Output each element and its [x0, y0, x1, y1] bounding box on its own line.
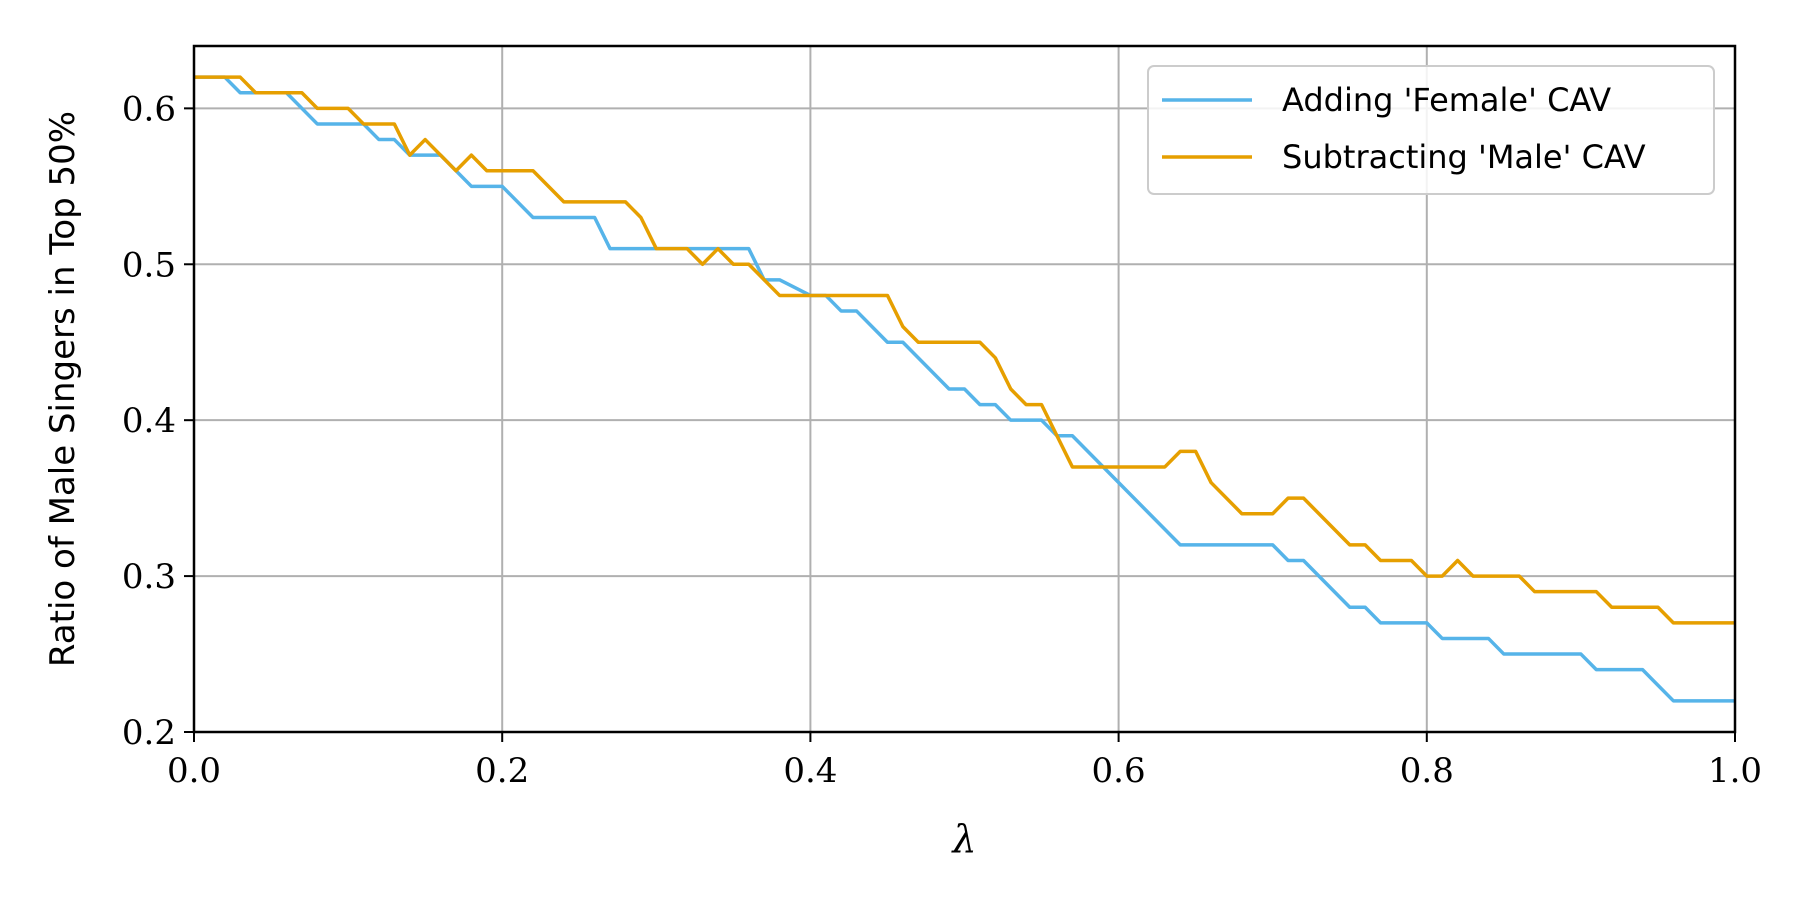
legend-box — [1147, 65, 1715, 195]
y-tick-label: 0.6 — [122, 89, 176, 129]
y-tick-label: 0.4 — [122, 401, 176, 441]
x-tick-label: 0.8 — [1400, 751, 1454, 791]
x-tick-label: 0.4 — [783, 751, 837, 791]
x-axis-ticks: 0.0 0.2 0.4 0.6 0.8 1.0 — [167, 732, 1762, 791]
y-tick-label: 0.3 — [122, 557, 176, 597]
y-tick-label: 0.5 — [122, 245, 176, 285]
legend: Adding 'Female' CAV Subtracting 'Male' C… — [1147, 65, 1715, 195]
series-lines — [194, 75, 1735, 703]
x-tick-label: 1.0 — [1708, 751, 1762, 791]
x-axis-title: λ — [950, 817, 976, 861]
y-axis-title: Ratio of Male Singers in Top 50% — [43, 111, 83, 667]
legend-label-female: Adding 'Female' CAV — [1282, 81, 1611, 119]
y-axis-ticks: 0.2 0.3 0.4 0.5 0.6 — [122, 89, 194, 753]
x-tick-label: 0.0 — [167, 751, 221, 791]
x-tick-label: 0.6 — [1092, 751, 1146, 791]
series-line-male — [194, 75, 1735, 625]
legend-label-male: Subtracting 'Male' CAV — [1282, 138, 1646, 176]
x-tick-label: 0.2 — [475, 751, 529, 791]
plot-frame — [192, 44, 1737, 734]
y-tick-label: 0.2 — [122, 713, 176, 753]
